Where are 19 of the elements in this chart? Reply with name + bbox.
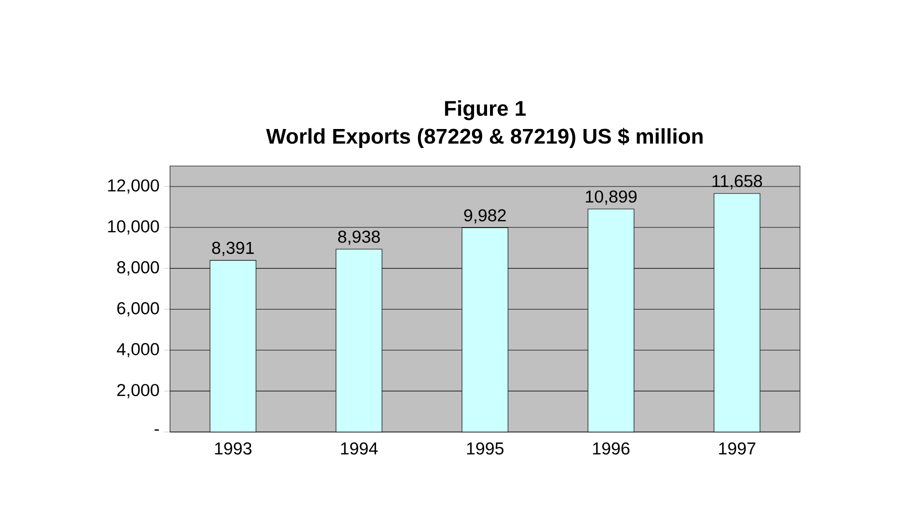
y-tick-label: 8,000 xyxy=(117,261,159,276)
x-tick-label: 1993 xyxy=(215,442,252,455)
data-label: 11,658 xyxy=(712,174,762,190)
x-tick-label: 1997 xyxy=(719,442,756,455)
chart-subtitle: World Exports (87229 & 87219) US $ million xyxy=(266,128,703,148)
data-label: 9,982 xyxy=(464,209,506,224)
x-tick-label: 1995 xyxy=(467,442,504,455)
y-tick-label: 4,000 xyxy=(116,343,159,358)
data-label: 10,899 xyxy=(586,190,637,205)
y-tick-label: 10,000 xyxy=(108,220,159,235)
chart-title: Figure 1 xyxy=(445,100,526,120)
y-tick-label: 12,000 xyxy=(108,179,159,194)
data-label: 8,938 xyxy=(338,230,380,245)
y-tick-label: - xyxy=(154,429,159,431)
data-label: 8,391 xyxy=(212,242,254,256)
y-tick-label: 6,000 xyxy=(117,302,159,316)
y-tick-label: 2,000 xyxy=(117,384,159,398)
x-tick-label: 1996 xyxy=(593,442,630,455)
x-tick-label: 1994 xyxy=(341,442,378,455)
